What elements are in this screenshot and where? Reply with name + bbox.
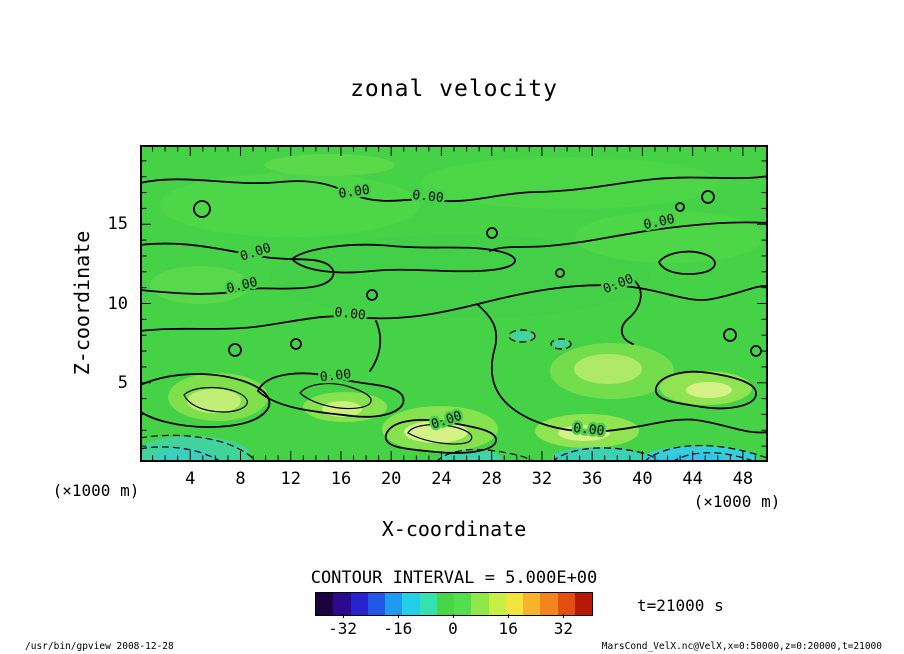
y-tick-label: 15 — [107, 214, 128, 235]
colorbar-segment — [333, 593, 351, 615]
colorbar-segment — [574, 593, 592, 615]
plot-title: zonal velocity — [350, 76, 558, 102]
footer-data-source: MarsCond_VelX.nc@VelX,x=0:50000,z=0:2000… — [601, 641, 882, 652]
colorbar-segment — [488, 593, 506, 615]
x-tick-label: 32 — [531, 469, 553, 489]
x-tick-label: 28 — [481, 469, 502, 489]
colorbar-segment — [471, 593, 489, 615]
x-tick-label: 40 — [632, 469, 653, 489]
x-tick-label: 48 — [732, 469, 754, 489]
colorbar-segment — [367, 593, 385, 615]
colorbar-segment — [385, 593, 403, 615]
colorbar-segment — [557, 593, 575, 615]
colorbar-segment — [402, 593, 420, 615]
time-annotation: t=21000 s — [637, 596, 724, 615]
x-tick-label: 24 — [431, 469, 452, 489]
colorbar-segment — [419, 593, 437, 615]
footer-command-path: /usr/bin/gpview 2008-12-28 — [25, 641, 174, 652]
y-axis-label: Z-coordinate — [70, 230, 94, 376]
contour-field-svg: 0.00 0.000.000.000.000.000.000.000.00 0.00 — [140, 145, 768, 462]
colorbar-tick-label: -16 — [383, 619, 413, 638]
contour-interval-caption: CONTOUR INTERVAL = 5.000E+00 — [310, 568, 598, 588]
colorbar-segment — [316, 593, 334, 615]
zero-contour-lines — [140, 175, 768, 454]
colorbar-segment — [523, 593, 541, 615]
contour-value-label: 0.00 — [572, 421, 605, 439]
colorbar-segment — [505, 593, 523, 615]
x-tick-label: 4 — [185, 469, 196, 489]
x-tick-label: 12 — [280, 469, 301, 489]
axis-tick-marks — [142, 147, 766, 460]
x-tick-label: 36 — [581, 469, 603, 489]
x-tick-label: 44 — [682, 469, 703, 489]
x-axis-label: X-coordinate — [381, 517, 527, 541]
x-tick-label: 8 — [235, 469, 246, 489]
colorbar-segment — [350, 593, 368, 615]
contour-value-label: 0.00 — [412, 188, 445, 206]
x-axis-unit-right: (×1000 m) — [693, 492, 781, 511]
negative-anomaly-patches — [140, 331, 758, 462]
x-tick-label: 20 — [380, 469, 402, 489]
colorbar-tick-label: -32 — [328, 619, 358, 638]
colorbar-segment — [540, 593, 558, 615]
colorbar-tick-label: 0 — [448, 619, 458, 638]
x-axis-unit-left: (×1000 m) — [52, 481, 140, 500]
contour-value-label: 0.00 — [319, 367, 352, 385]
colorbar-tick-label: 32 — [553, 619, 574, 638]
plot-frame — [140, 145, 768, 462]
contour-value-label: 0.00 — [334, 305, 367, 323]
colorbar-segment — [454, 593, 472, 615]
colorbar — [315, 592, 593, 616]
positive-anomaly-patches — [168, 343, 752, 452]
contour-plot-area: 0.00 0.00 0.00 0.00 0.00 0.00 0.00 0.00 0.00 0.00 — [140, 145, 768, 462]
y-tick-label: 10 — [107, 293, 128, 314]
x-tick-label: 16 — [330, 469, 352, 489]
contour-value-labels: 0.00 0.000.000.000.000.000.000.000.00 0.00 — [223, 180, 679, 441]
colorbar-segment — [436, 593, 454, 615]
colorbar-tick-label: 16 — [498, 619, 518, 638]
y-tick-label: 5 — [117, 372, 128, 393]
